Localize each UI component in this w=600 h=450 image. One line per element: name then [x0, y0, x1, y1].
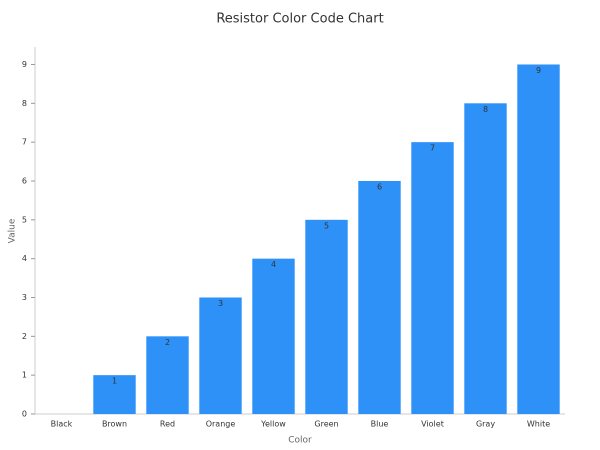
data-label: 3	[218, 299, 223, 308]
y-tick-label: 6	[22, 176, 27, 185]
y-tick-label: 5	[22, 215, 27, 224]
y-tick-label: 1	[22, 371, 27, 380]
y-tick-label: 8	[22, 99, 27, 108]
bar	[411, 142, 454, 415]
data-label: 9	[536, 66, 541, 75]
bar	[464, 103, 507, 415]
y-tick-label: 2	[22, 332, 27, 341]
x-tick-label: Brown	[102, 420, 127, 429]
y-axis-label: Value	[8, 218, 18, 243]
bar	[93, 375, 136, 414]
y-tick-label: 4	[22, 254, 27, 263]
data-label: 6	[377, 182, 382, 191]
y-tick-label: 9	[22, 60, 27, 69]
data-label: 2	[165, 338, 170, 347]
data-label: 4	[271, 260, 276, 269]
data-label: 5	[324, 221, 329, 230]
data-label: 1	[112, 377, 117, 386]
x-tick-label: Violet	[421, 420, 444, 429]
y-tick-label: 0	[22, 410, 27, 419]
x-tick-label: Red	[160, 420, 175, 429]
x-tick-label: Orange	[206, 420, 236, 429]
chart-title: Resistor Color Code Chart	[216, 12, 383, 27]
bar	[305, 219, 348, 414]
y-tick-label: 7	[22, 138, 27, 147]
x-tick-label: Green	[314, 420, 338, 429]
x-axis-label: Color	[288, 436, 312, 446]
y-tick-label: 3	[22, 293, 27, 302]
bar	[199, 297, 242, 414]
bar	[252, 258, 295, 414]
x-tick-label: Blue	[371, 420, 389, 429]
data-label: 8	[483, 105, 488, 114]
x-tick-label: Black	[51, 420, 73, 429]
bar	[146, 336, 189, 414]
x-tick-label: White	[527, 420, 550, 429]
x-tick-label: Yellow	[260, 420, 286, 429]
data-label: 7	[430, 144, 435, 153]
bar	[358, 180, 401, 414]
bar	[517, 64, 560, 414]
x-tick-label: Gray	[476, 420, 495, 429]
